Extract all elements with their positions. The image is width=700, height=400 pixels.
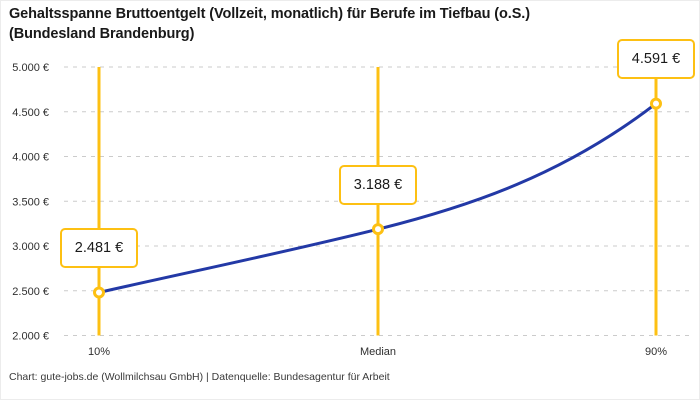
chart-title-line1: Gehaltsspanne Bruttoentgelt (Vollzeit, m…	[9, 6, 530, 22]
y-axis-tick-label: 2.500 €	[12, 286, 49, 298]
data-point-marker	[93, 286, 105, 299]
x-axis-tick-label: 90%	[645, 346, 667, 358]
x-axis-tick-label: Median	[360, 346, 396, 358]
chart-credit: Chart: gute-jobs.de (Wollmilchsau GmbH) …	[9, 371, 390, 383]
x-axis-tick-label: 10%	[88, 346, 110, 358]
chart-title: Gehaltsspanne Bruttoentgelt (Vollzeit, m…	[9, 5, 669, 44]
y-axis-tick-label: 3.000 €	[12, 241, 49, 253]
y-axis-tick-label: 4.500 €	[12, 107, 49, 119]
data-point-marker	[372, 223, 384, 236]
y-axis-tick-label: 2.000 €	[12, 331, 49, 343]
y-axis-tick-label: 4.000 €	[12, 152, 49, 164]
y-axis-tick-label: 5.000 €	[12, 62, 49, 74]
y-axis-tick-label: 3.500 €	[12, 196, 49, 208]
value-label-10th-percentile: 2.481 €	[60, 227, 138, 268]
value-label-90th-percentile: 4.591 €	[617, 39, 695, 80]
data-point-marker	[650, 97, 662, 110]
chart-title-line2: (Bundesland Brandenburg)	[9, 25, 195, 42]
value-label-median: 3.188 €	[339, 164, 417, 205]
